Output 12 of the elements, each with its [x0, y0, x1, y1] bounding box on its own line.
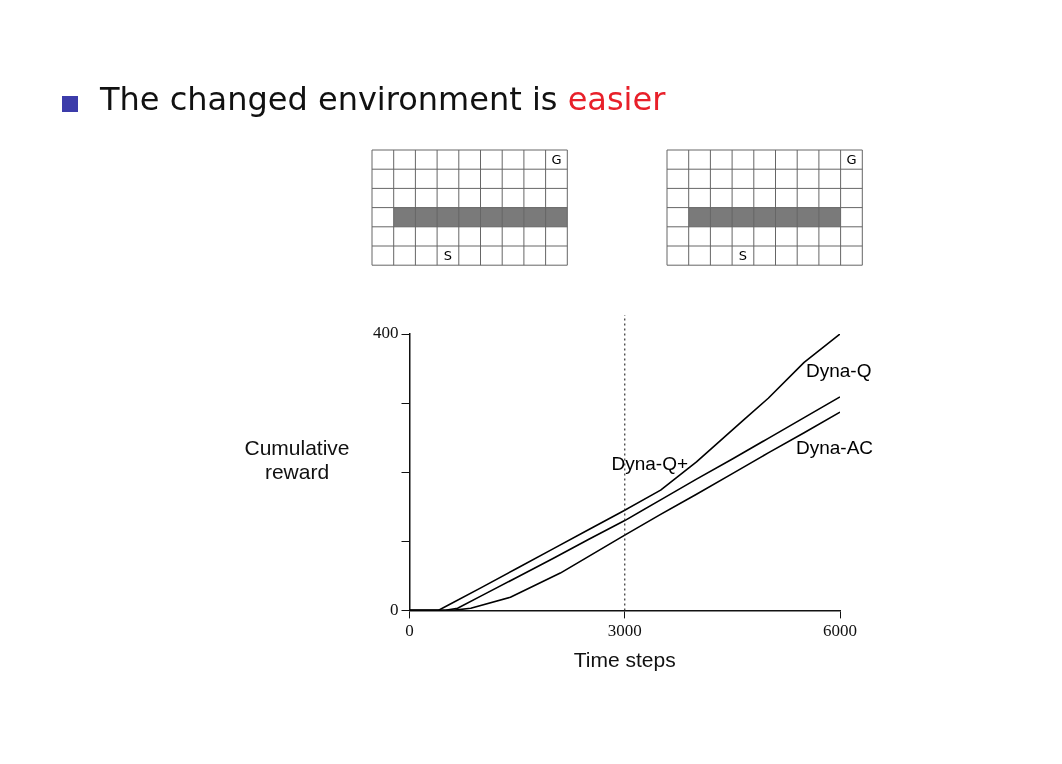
y-tick-label: 400: [373, 323, 399, 343]
y-axis-title: Cumulative reward: [243, 436, 351, 484]
x-tick-label: 3000: [607, 621, 642, 641]
series-label: Dyna-AC: [796, 437, 874, 459]
gridworld-maze-picture: G S: [666, 149, 864, 267]
chart-title: The changed environment is easier: [100, 80, 666, 118]
series-label: Dyna-Q+: [611, 452, 689, 474]
x-tick-label: 0: [405, 621, 414, 641]
gridworld-maze-picture: G S: [371, 149, 569, 267]
series-label: Dyna-Q: [806, 359, 872, 381]
x-axis-title: Time steps: [573, 648, 676, 672]
x-tick-label: 6000: [823, 621, 857, 641]
